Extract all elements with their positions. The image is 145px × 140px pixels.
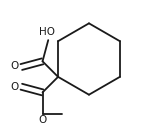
- Text: O: O: [38, 116, 47, 125]
- Text: HO: HO: [39, 27, 55, 37]
- Text: O: O: [11, 61, 19, 71]
- Text: O: O: [11, 82, 19, 92]
